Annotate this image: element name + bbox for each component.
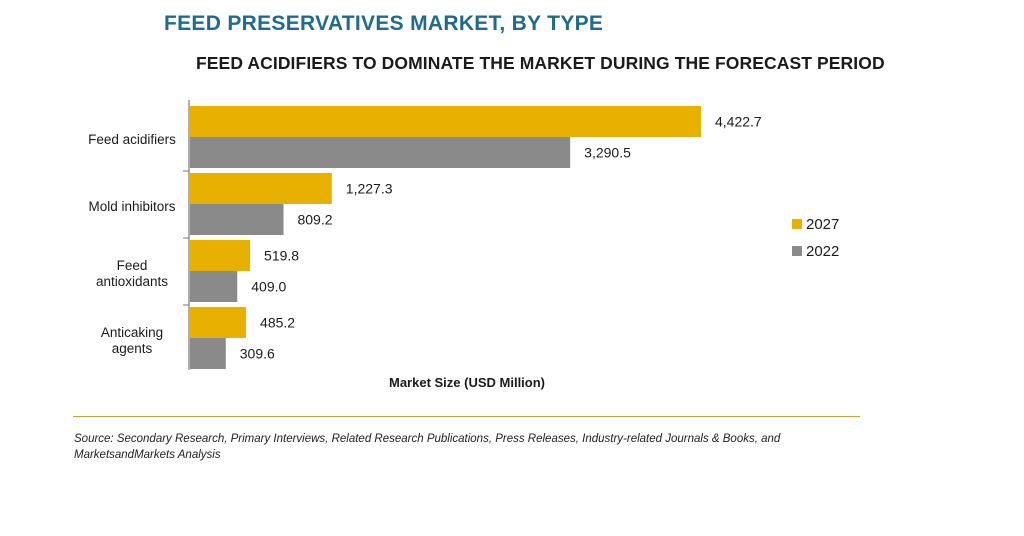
bar-2027 [190,106,701,137]
data-label-2022: 3,290.5 [584,145,631,161]
data-label-2027: 519.8 [264,248,299,264]
chart-subtitle: FEED ACIDIFIERS TO DOMINATE THE MARKET D… [196,53,885,73]
data-label-2027: 1,227.3 [346,181,393,197]
data-label-2022: 409.0 [251,279,286,295]
source-note: Source: Secondary Research, Primary Inte… [74,433,781,461]
category-label: Anticaking [101,325,163,340]
footer-divider [73,416,860,417]
category-label: Feed [117,258,148,273]
legend-swatch-2027 [792,219,802,229]
bar-2027 [190,173,332,204]
legend-label-2022: 2022 [806,243,839,260]
data-label-2027: 4,422.7 [715,114,762,130]
data-label-2027: 485.2 [260,315,295,331]
bar-2022 [190,338,226,369]
bar-2022 [190,204,284,235]
data-label-2022: 309.6 [240,346,275,362]
bar-2022 [190,271,238,302]
category-label: agents [112,341,153,356]
data-label-2022: 809.2 [297,212,332,228]
category-label: antioxidants [96,274,168,289]
category-label: Mold inhibitors [88,199,175,214]
chart-title: FEED PRESERVATIVES MARKET, BY TYPE [164,12,604,35]
category-label: Feed acidifiers [88,132,176,147]
legend-swatch-2022 [792,246,802,256]
bar-2027 [190,307,247,338]
bar-2022 [190,137,571,168]
x-axis-title: Market Size (USD Million) [389,375,545,390]
legend-label-2027: 2027 [806,216,839,233]
bar-2027 [190,240,251,271]
